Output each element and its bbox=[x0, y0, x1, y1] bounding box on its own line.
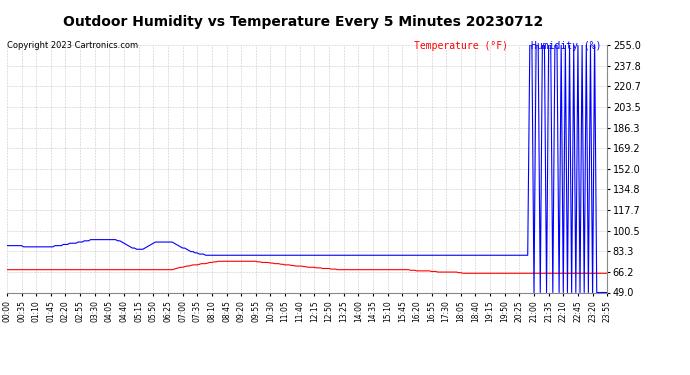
Text: Humidity (%): Humidity (%) bbox=[531, 41, 602, 51]
Text: Copyright 2023 Cartronics.com: Copyright 2023 Cartronics.com bbox=[7, 41, 138, 50]
Text: Outdoor Humidity vs Temperature Every 5 Minutes 20230712: Outdoor Humidity vs Temperature Every 5 … bbox=[63, 15, 544, 29]
Text: Temperature (°F): Temperature (°F) bbox=[414, 41, 508, 51]
